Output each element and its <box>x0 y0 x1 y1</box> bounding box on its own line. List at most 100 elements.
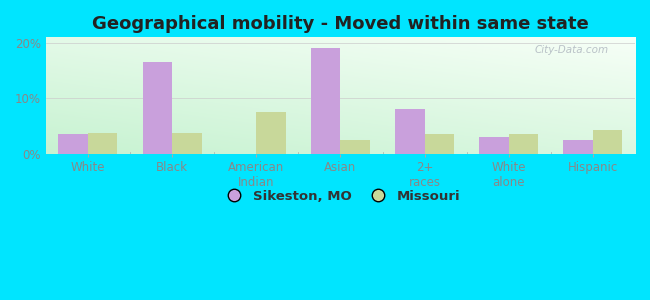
Bar <box>46 136 635 137</box>
Bar <box>46 145 635 146</box>
Legend: Sikeston, MO, Missouri: Sikeston, MO, Missouri <box>221 190 460 203</box>
Bar <box>46 64 635 65</box>
Bar <box>46 146 635 147</box>
Bar <box>46 118 635 119</box>
Bar <box>46 75 635 76</box>
Bar <box>46 81 635 82</box>
Bar <box>46 117 635 118</box>
Bar <box>564 140 593 154</box>
Bar <box>46 129 635 130</box>
Bar <box>46 67 635 68</box>
Bar <box>46 133 635 134</box>
Bar <box>46 44 635 45</box>
Bar <box>46 60 635 61</box>
Bar <box>46 96 635 97</box>
Bar <box>424 134 454 154</box>
Bar <box>46 94 635 95</box>
Bar <box>46 92 635 93</box>
Bar <box>46 139 635 140</box>
Bar <box>46 77 635 78</box>
Bar <box>46 49 635 50</box>
Bar <box>46 98 635 99</box>
Bar <box>46 57 635 58</box>
Bar <box>46 116 635 117</box>
Bar <box>46 83 635 84</box>
Bar <box>46 72 635 73</box>
Bar <box>46 88 635 89</box>
Bar <box>46 63 635 64</box>
Bar <box>46 148 635 149</box>
Bar <box>46 151 635 152</box>
Bar <box>46 102 635 103</box>
Bar <box>46 50 635 51</box>
Bar <box>46 101 635 102</box>
Bar <box>46 131 635 132</box>
Bar <box>88 133 118 154</box>
Bar <box>46 46 635 47</box>
Bar <box>46 119 635 120</box>
Bar <box>46 38 635 39</box>
Bar <box>311 48 341 154</box>
Bar <box>46 89 635 90</box>
Bar <box>46 79 635 80</box>
Bar <box>46 84 635 85</box>
Bar <box>46 103 635 104</box>
Bar <box>46 65 635 66</box>
Bar <box>46 108 635 109</box>
Bar <box>46 45 635 46</box>
Bar <box>46 82 635 83</box>
Bar <box>46 107 635 108</box>
Bar <box>46 125 635 126</box>
Bar <box>46 132 635 133</box>
Bar <box>46 142 635 143</box>
Bar <box>46 48 635 49</box>
Title: Geographical mobility - Moved within same state: Geographical mobility - Moved within sam… <box>92 15 589 33</box>
Bar <box>46 124 635 125</box>
Bar <box>46 52 635 53</box>
Bar <box>46 121 635 122</box>
Bar <box>46 128 635 129</box>
Text: City-Data.com: City-Data.com <box>535 46 609 56</box>
Bar <box>395 110 424 154</box>
Bar <box>46 42 635 43</box>
Bar <box>46 93 635 94</box>
Bar <box>58 134 88 154</box>
Bar <box>46 114 635 115</box>
Bar <box>46 138 635 139</box>
Bar <box>46 144 635 145</box>
Bar <box>46 70 635 71</box>
Bar <box>46 90 635 91</box>
Bar <box>46 51 635 52</box>
Bar <box>46 58 635 59</box>
Bar <box>46 120 635 121</box>
Bar <box>46 87 635 88</box>
Bar <box>46 135 635 136</box>
Bar <box>46 97 635 98</box>
Bar <box>46 112 635 113</box>
Bar <box>46 95 635 96</box>
Bar <box>479 137 509 154</box>
Bar <box>46 37 635 38</box>
Bar <box>46 130 635 131</box>
Bar <box>46 99 635 100</box>
Bar <box>46 78 635 79</box>
Bar <box>46 106 635 107</box>
Bar <box>46 69 635 70</box>
Bar <box>172 133 202 154</box>
Bar <box>46 134 635 135</box>
Bar <box>46 149 635 150</box>
Bar <box>46 47 635 48</box>
Bar <box>46 66 635 67</box>
Bar <box>46 85 635 86</box>
Bar <box>46 56 635 57</box>
Bar <box>46 113 635 114</box>
Bar <box>46 104 635 105</box>
Bar <box>46 126 635 127</box>
Bar <box>46 153 635 154</box>
Bar <box>46 143 635 144</box>
Bar <box>46 54 635 55</box>
Bar <box>46 71 635 72</box>
Bar <box>46 141 635 142</box>
Bar <box>46 39 635 40</box>
Bar <box>46 110 635 111</box>
